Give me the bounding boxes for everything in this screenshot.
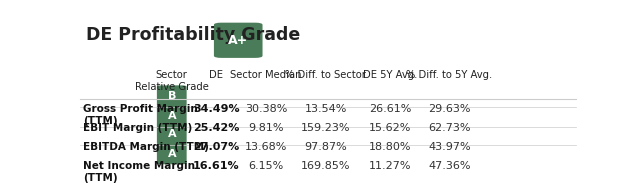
- Text: 30.38%: 30.38%: [245, 104, 287, 114]
- Text: Net Income Margin
(TTM): Net Income Margin (TTM): [83, 161, 195, 183]
- Text: 169.85%: 169.85%: [301, 161, 350, 171]
- Text: Sector Median: Sector Median: [230, 70, 301, 80]
- Text: % Diff. to 5Y Avg.: % Diff. to 5Y Avg.: [406, 70, 493, 80]
- Text: 25.42%: 25.42%: [193, 123, 239, 133]
- Text: 159.23%: 159.23%: [301, 123, 350, 133]
- Text: DE Profitability Grade: DE Profitability Grade: [86, 26, 300, 44]
- Text: 26.61%: 26.61%: [369, 104, 411, 114]
- Text: EBIT Margin (TTM): EBIT Margin (TTM): [83, 123, 193, 133]
- Text: 13.68%: 13.68%: [245, 142, 287, 152]
- Text: 43.97%: 43.97%: [428, 142, 471, 152]
- Text: 16.61%: 16.61%: [193, 161, 240, 171]
- Text: 18.80%: 18.80%: [369, 142, 412, 152]
- FancyBboxPatch shape: [157, 123, 187, 145]
- Text: 13.54%: 13.54%: [305, 104, 347, 114]
- Text: 27.07%: 27.07%: [193, 142, 239, 152]
- FancyBboxPatch shape: [157, 85, 187, 107]
- Text: 9.81%: 9.81%: [248, 123, 284, 133]
- Text: A: A: [168, 111, 176, 121]
- FancyBboxPatch shape: [157, 143, 187, 164]
- Text: EBITDA Margin (TTM): EBITDA Margin (TTM): [83, 142, 209, 152]
- Text: Gross Profit Margin
(TTM): Gross Profit Margin (TTM): [83, 104, 198, 126]
- FancyBboxPatch shape: [157, 105, 187, 126]
- Text: B: B: [168, 91, 176, 101]
- Text: 11.27%: 11.27%: [369, 161, 412, 171]
- Text: 97.87%: 97.87%: [304, 142, 347, 152]
- Text: DE: DE: [209, 70, 223, 80]
- Text: 62.73%: 62.73%: [428, 123, 471, 133]
- FancyBboxPatch shape: [214, 23, 262, 58]
- Text: A+: A+: [228, 34, 248, 47]
- Text: 34.49%: 34.49%: [193, 104, 240, 114]
- Text: 47.36%: 47.36%: [428, 161, 471, 171]
- Text: Sector
Relative Grade: Sector Relative Grade: [135, 70, 209, 92]
- Text: A: A: [168, 129, 176, 139]
- Text: 6.15%: 6.15%: [248, 161, 284, 171]
- Text: 29.63%: 29.63%: [428, 104, 471, 114]
- Text: 15.62%: 15.62%: [369, 123, 411, 133]
- Text: A: A: [168, 149, 176, 159]
- Text: % Diff. to Sector: % Diff. to Sector: [285, 70, 366, 80]
- Text: DE 5Y Avg.: DE 5Y Avg.: [363, 70, 417, 80]
